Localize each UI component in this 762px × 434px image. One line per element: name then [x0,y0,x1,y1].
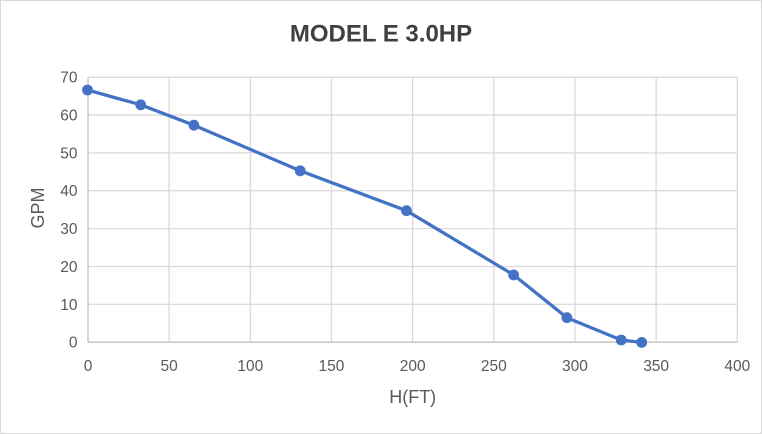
svg-text:60: 60 [60,107,78,124]
svg-text:350: 350 [643,358,669,375]
svg-text:GPM: GPM [28,187,48,228]
svg-text:20: 20 [60,259,78,276]
svg-text:30: 30 [60,221,78,238]
svg-text:100: 100 [237,358,263,375]
svg-text:400: 400 [724,358,750,375]
svg-text:50: 50 [60,145,78,162]
svg-text:10: 10 [60,297,78,314]
svg-text:MODEL E 3.0HP: MODEL E 3.0HP [290,21,472,48]
svg-text:0: 0 [84,358,93,375]
svg-text:200: 200 [400,358,426,375]
svg-text:0: 0 [69,335,78,352]
svg-text:150: 150 [319,358,345,375]
svg-text:H(FT): H(FT) [389,387,436,407]
svg-text:40: 40 [60,183,78,200]
svg-text:250: 250 [481,358,507,375]
svg-text:300: 300 [562,358,588,375]
svg-text:50: 50 [161,358,179,375]
svg-text:70: 70 [60,70,78,87]
